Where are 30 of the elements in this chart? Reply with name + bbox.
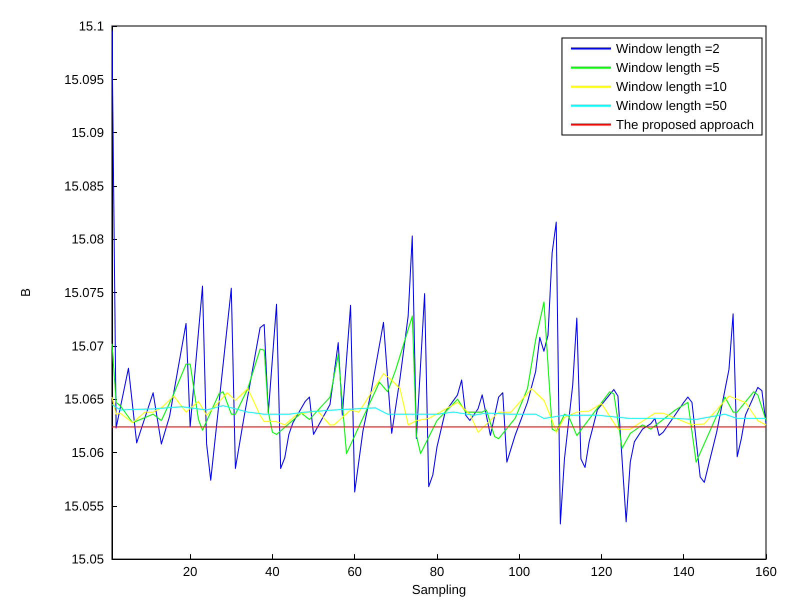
x-tick-label: 160 — [755, 564, 777, 580]
legend-label: Window length =10 — [616, 79, 727, 94]
y-tick-label: 15.095 — [64, 72, 104, 87]
x-tick-label: 100 — [508, 564, 530, 580]
line-series — [112, 373, 766, 433]
legend-label: Window length =2 — [616, 41, 720, 56]
x-axis-title: Sampling — [412, 582, 466, 597]
y-tick-label: 15.08 — [71, 232, 104, 247]
x-tick-label: 140 — [672, 564, 695, 580]
legend-label: Window length =50 — [616, 98, 727, 113]
x-tick-label: 20 — [182, 564, 198, 580]
y-tick-label: 15.065 — [64, 392, 104, 407]
y-tick-label: 15.06 — [71, 444, 104, 460]
line-series — [112, 30, 766, 524]
line-series — [112, 302, 766, 463]
y-tick-label: 15.05 — [71, 552, 104, 567]
y-tick-label: 15.07 — [71, 338, 104, 354]
y-tick-label: 15.075 — [64, 285, 104, 300]
legend-label: Window length =5 — [616, 60, 720, 75]
y-tick-label: 15.09 — [71, 125, 104, 140]
line-series — [112, 404, 766, 420]
x-tick-label: 60 — [347, 564, 362, 580]
y-tick-label: 15.085 — [64, 178, 104, 194]
x-tick-label: 40 — [265, 564, 280, 580]
y-tick-label: 15.055 — [64, 498, 104, 514]
x-tick-label: 80 — [430, 564, 444, 580]
legend-label: The proposed approach — [616, 117, 754, 132]
y-axis-title: B — [18, 288, 33, 297]
x-tick-label: 120 — [590, 564, 612, 580]
y-tick-label: 15.1 — [78, 18, 104, 34]
